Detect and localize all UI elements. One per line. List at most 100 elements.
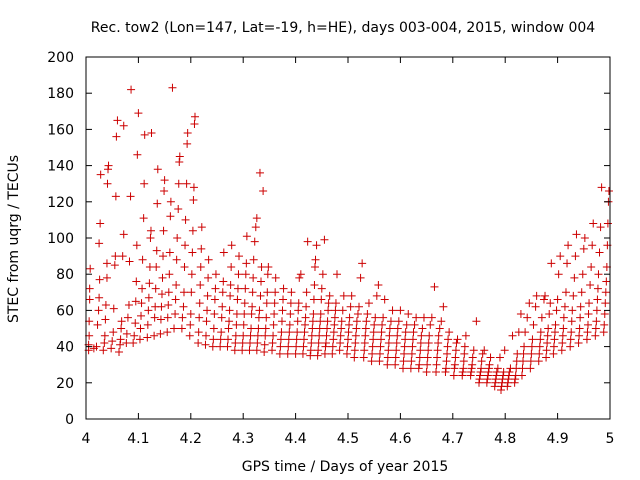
data-point xyxy=(576,302,585,311)
data-point xyxy=(307,331,316,340)
data-point xyxy=(535,349,544,358)
data-point xyxy=(435,324,444,333)
data-point xyxy=(497,386,506,395)
data-point xyxy=(252,346,261,355)
data-point xyxy=(493,364,502,373)
data-point xyxy=(337,324,346,333)
data-point xyxy=(600,320,609,329)
data-point xyxy=(483,371,492,380)
data-point xyxy=(433,346,442,355)
data-point xyxy=(385,331,394,340)
data-point xyxy=(337,317,346,326)
data-point xyxy=(416,338,425,347)
data-point xyxy=(383,353,392,362)
data-point xyxy=(504,375,513,384)
data-point xyxy=(271,288,280,297)
data-point xyxy=(318,270,327,279)
data-point xyxy=(292,342,301,351)
data-point xyxy=(177,324,186,333)
data-point xyxy=(531,302,540,311)
data-point xyxy=(224,335,233,344)
data-point xyxy=(521,328,530,337)
data-point xyxy=(263,288,272,297)
data-point xyxy=(301,313,310,322)
data-point xyxy=(321,342,330,351)
data-point xyxy=(182,179,191,188)
data-point xyxy=(546,299,555,308)
data-point xyxy=(527,349,536,358)
data-point xyxy=(204,273,213,282)
data-point xyxy=(517,371,526,380)
data-point xyxy=(553,295,562,304)
data-point xyxy=(383,360,392,369)
data-point xyxy=(262,299,271,308)
data-point xyxy=(400,349,409,358)
data-point xyxy=(332,270,341,279)
data-point xyxy=(511,375,520,384)
data-point xyxy=(117,317,126,326)
data-point xyxy=(593,295,602,304)
data-point xyxy=(508,331,517,340)
data-point xyxy=(225,306,234,315)
data-point xyxy=(156,315,165,324)
x-tick-label: 4.2 xyxy=(180,431,202,447)
data-point xyxy=(442,357,451,366)
data-point xyxy=(140,179,149,188)
data-point xyxy=(576,313,585,322)
data-point xyxy=(122,338,131,347)
data-point xyxy=(248,302,257,311)
data-point xyxy=(132,277,141,286)
data-point xyxy=(310,262,319,271)
data-point xyxy=(556,252,565,261)
data-point xyxy=(187,270,196,279)
data-point xyxy=(453,335,462,344)
data-point xyxy=(126,192,135,201)
data-point xyxy=(347,291,356,300)
data-point xyxy=(172,281,181,290)
data-point xyxy=(503,382,512,391)
data-point xyxy=(262,313,271,322)
data-point xyxy=(401,328,410,337)
data-point xyxy=(96,219,105,228)
data-point xyxy=(386,317,395,326)
data-point xyxy=(156,329,165,338)
data-point xyxy=(242,232,251,241)
data-point xyxy=(306,351,315,360)
data-point xyxy=(118,252,127,261)
data-point xyxy=(110,261,119,270)
data-point xyxy=(251,223,260,232)
x-tick-label: 4.1 xyxy=(127,431,149,447)
data-point xyxy=(211,284,220,293)
data-point xyxy=(384,338,393,347)
data-point xyxy=(379,313,388,322)
data-point xyxy=(402,320,411,329)
data-point xyxy=(232,310,241,319)
data-point xyxy=(583,328,592,337)
data-point xyxy=(425,331,434,340)
data-point xyxy=(480,346,489,355)
data-point xyxy=(172,255,181,264)
data-point xyxy=(285,328,294,337)
data-point xyxy=(178,313,187,322)
data-point xyxy=(483,375,492,384)
data-point xyxy=(372,291,381,300)
data-point xyxy=(157,302,166,311)
data-point xyxy=(270,310,279,319)
data-point xyxy=(147,129,156,138)
data-point xyxy=(424,338,433,347)
data-point xyxy=(315,331,324,340)
data-point xyxy=(585,299,594,308)
data-point xyxy=(542,346,551,355)
data-point xyxy=(510,378,519,387)
data-point xyxy=(443,349,452,358)
data-point xyxy=(560,302,569,311)
data-point xyxy=(218,288,227,297)
data-point xyxy=(96,170,105,179)
data-point xyxy=(569,291,578,300)
data-point xyxy=(113,116,122,125)
data-point xyxy=(466,371,475,380)
data-point xyxy=(452,338,461,347)
data-point xyxy=(330,313,339,322)
data-point xyxy=(445,328,454,337)
data-point xyxy=(309,310,318,319)
